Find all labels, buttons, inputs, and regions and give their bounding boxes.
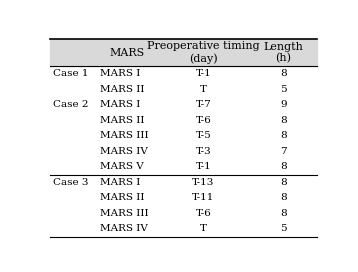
Text: MARS IV: MARS IV: [101, 224, 148, 233]
Text: T-13: T-13: [192, 178, 215, 187]
Text: 8: 8: [280, 131, 287, 140]
Text: Case 3: Case 3: [53, 178, 88, 187]
Text: MARS II: MARS II: [101, 193, 145, 202]
Text: 8: 8: [280, 193, 287, 202]
Text: 8: 8: [280, 69, 287, 78]
Text: 8: 8: [280, 116, 287, 125]
Text: T-11: T-11: [192, 193, 215, 202]
Text: Case 2: Case 2: [53, 100, 88, 109]
Text: Preoperative timing
(day): Preoperative timing (day): [147, 41, 260, 64]
Text: T-1: T-1: [195, 162, 211, 171]
Text: T-6: T-6: [195, 116, 211, 125]
Text: MARS IV: MARS IV: [101, 147, 148, 156]
Text: Length
(h): Length (h): [263, 42, 303, 64]
Text: 7: 7: [280, 147, 287, 156]
Text: MARS: MARS: [110, 48, 145, 58]
Text: 5: 5: [280, 85, 287, 94]
Text: Case 1: Case 1: [53, 69, 88, 78]
Text: 9: 9: [280, 100, 287, 109]
Text: MARS III: MARS III: [101, 209, 149, 218]
Bar: [50, 39, 316, 66]
Text: MARS I: MARS I: [101, 100, 141, 109]
Text: MARS II: MARS II: [101, 116, 145, 125]
Text: T-5: T-5: [195, 131, 211, 140]
Text: MARS I: MARS I: [101, 178, 141, 187]
Text: 8: 8: [280, 178, 287, 187]
Text: T-1: T-1: [195, 69, 211, 78]
Text: 8: 8: [280, 162, 287, 171]
Text: T: T: [200, 85, 207, 94]
Text: T-6: T-6: [195, 209, 211, 218]
Text: MARS I: MARS I: [101, 69, 141, 78]
Text: 8: 8: [280, 209, 287, 218]
Text: T-7: T-7: [195, 100, 211, 109]
Text: MARS V: MARS V: [101, 162, 144, 171]
Text: T-3: T-3: [195, 147, 211, 156]
Text: MARS II: MARS II: [101, 85, 145, 94]
Text: 5: 5: [280, 224, 287, 233]
Text: MARS III: MARS III: [101, 131, 149, 140]
Text: T: T: [200, 224, 207, 233]
